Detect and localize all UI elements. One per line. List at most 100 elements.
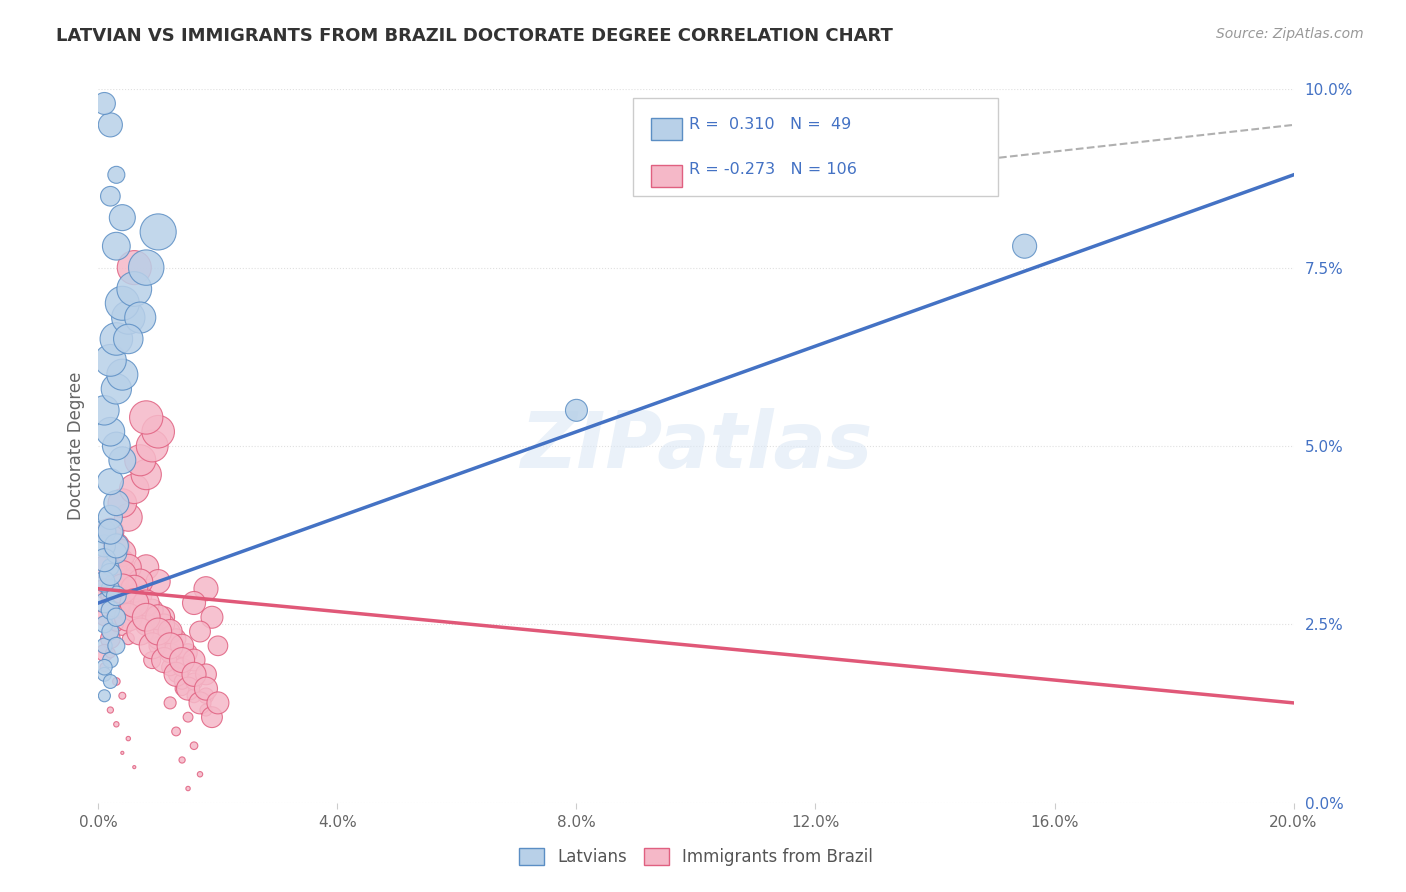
Point (98, 189, 122, 203)
Point (124, 760, 146, 774)
Point (141, 639, 163, 653)
Point (93, 582, 115, 596)
Point (148, 425, 170, 439)
Point (98, 703, 122, 717)
Point (135, 467, 157, 482)
Point (172, 639, 194, 653)
Point (105, 539, 128, 553)
Point (153, 610, 176, 624)
Point (98, 603, 122, 617)
Point (195, 681, 218, 696)
Point (172, 653, 194, 667)
Point (141, 653, 163, 667)
Point (117, 574, 139, 589)
Point (105, 546, 128, 560)
Point (183, 689, 205, 703)
Point (105, 546, 128, 560)
Point (98, 653, 122, 667)
Point (93, 639, 115, 653)
Point (165, 632, 187, 646)
Point (129, 453, 152, 467)
Point (135, 596, 157, 610)
Point (135, 560, 157, 574)
Point (105, 610, 128, 624)
Point (135, 260, 157, 275)
Point (124, 596, 146, 610)
Point (105, 168, 128, 182)
Point (105, 496, 128, 510)
Text: ZIPatlas: ZIPatlas (520, 408, 872, 484)
Point (98, 596, 122, 610)
Point (93, 667, 115, 681)
Point (98, 524, 122, 539)
Point (111, 603, 134, 617)
Point (165, 667, 187, 681)
Point (111, 582, 134, 596)
Point (207, 639, 229, 653)
Point (105, 382, 128, 396)
Point (159, 696, 181, 710)
Point (93, 660, 115, 674)
Point (93, 553, 115, 567)
Point (105, 639, 128, 653)
Point (98, 589, 122, 603)
Point (159, 624, 181, 639)
Point (98, 524, 122, 539)
Point (183, 739, 205, 753)
Text: Source: ZipAtlas.com: Source: ZipAtlas.com (1216, 27, 1364, 41)
Point (117, 610, 139, 624)
Point (148, 574, 170, 589)
Point (124, 482, 146, 496)
Point (111, 746, 134, 760)
Point (195, 689, 218, 703)
Point (111, 368, 134, 382)
Point (159, 660, 181, 674)
Point (111, 546, 134, 560)
Point (201, 610, 224, 624)
Point (183, 653, 205, 667)
Point (111, 296, 134, 310)
Point (111, 617, 134, 632)
Point (201, 710, 224, 724)
Point (93, 660, 115, 674)
Point (98, 475, 122, 489)
Point (188, 696, 211, 710)
Point (111, 553, 134, 567)
Legend: Latvians, Immigrants from Brazil: Latvians, Immigrants from Brazil (519, 847, 873, 866)
Point (124, 282, 146, 296)
Point (172, 660, 194, 674)
Point (177, 710, 200, 724)
Point (148, 639, 170, 653)
Point (148, 632, 170, 646)
Point (105, 439, 128, 453)
Point (105, 596, 128, 610)
Text: R = -0.273   N = 106: R = -0.273 N = 106 (689, 162, 856, 177)
Point (172, 674, 194, 689)
Point (124, 260, 146, 275)
Point (135, 610, 157, 624)
Point (153, 653, 176, 667)
Point (159, 639, 181, 653)
Point (117, 332, 139, 346)
Point (195, 667, 218, 681)
Point (207, 696, 229, 710)
Point (117, 310, 139, 325)
Point (129, 624, 152, 639)
Point (105, 717, 128, 731)
Point (105, 567, 128, 582)
Point (129, 310, 152, 325)
Point (172, 753, 194, 767)
Point (93, 689, 115, 703)
Point (93, 524, 115, 539)
Text: LATVIAN VS IMMIGRANTS FROM BRAZIL DOCTORATE DEGREE CORRELATION CHART: LATVIAN VS IMMIGRANTS FROM BRAZIL DOCTOR… (56, 27, 893, 45)
Point (117, 510, 139, 524)
Point (93, 560, 115, 574)
Point (159, 624, 181, 639)
Point (177, 681, 200, 696)
Text: R =  0.310   N =  49: R = 0.310 N = 49 (689, 118, 851, 132)
Point (177, 781, 200, 796)
Point (141, 603, 163, 617)
Point (117, 632, 139, 646)
Point (93, 596, 115, 610)
Point (177, 646, 200, 660)
